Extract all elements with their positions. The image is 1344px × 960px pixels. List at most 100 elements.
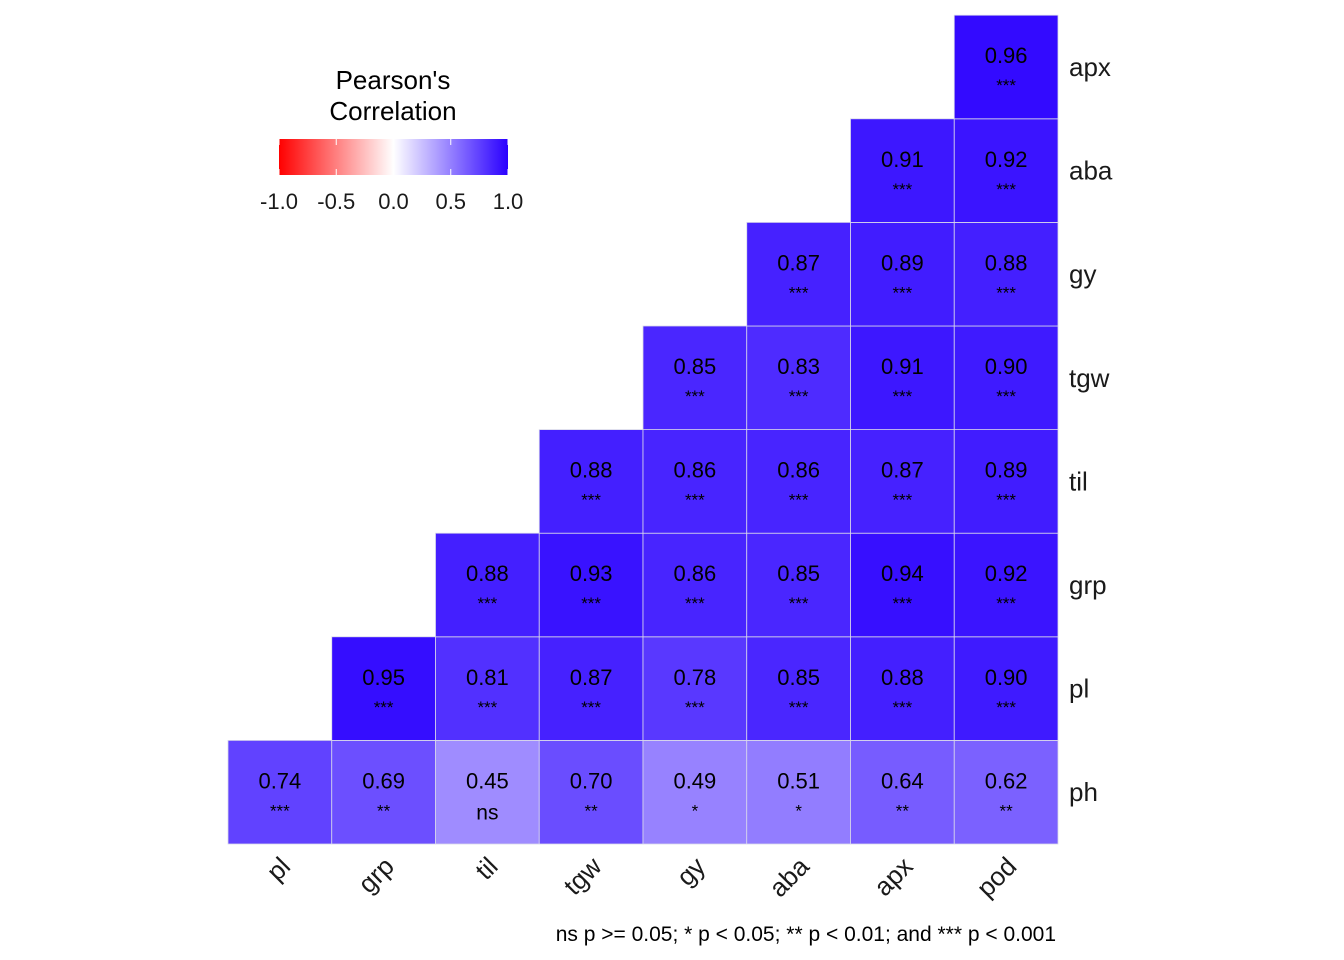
heatmap-cell (850, 636, 955, 741)
legend-title-line-1: Pearson's (336, 65, 451, 95)
y-axis-label: aba (1069, 156, 1113, 186)
x-axis-labels: pl grp til tgw gy aba apx pod (261, 851, 1023, 903)
cell-value-label: 0.78 (673, 665, 716, 690)
cell-significance-label: ** (1000, 801, 1014, 820)
cell-value-label: 0.88 (881, 665, 924, 690)
cell-significance-label: *** (996, 76, 1016, 95)
cell-significance-label: *** (789, 283, 809, 302)
heatmap-cell (953, 221, 1059, 327)
x-axis-label: tgw (558, 851, 608, 901)
y-axis-label: pl (1069, 674, 1089, 704)
cell-significance-label: *** (374, 698, 394, 717)
cell-value-label: 0.90 (985, 354, 1028, 379)
cell-value-label: 0.89 (985, 458, 1028, 483)
cell-value-label: 0.85 (777, 665, 820, 690)
heatmap-cell (642, 325, 748, 430)
x-axis-label: pod (970, 851, 1022, 903)
cell-value-label: 0.92 (985, 561, 1028, 586)
cell-significance-label: * (795, 801, 802, 820)
cell-significance-label: *** (996, 283, 1016, 302)
cell-value-label: 0.87 (570, 665, 613, 690)
cell-significance-label: ns (476, 801, 498, 824)
cell-significance-label: *** (892, 698, 912, 717)
cell-value-label: 0.88 (570, 458, 613, 483)
heatmap-cell (331, 740, 436, 845)
heatmap-cell (746, 636, 851, 741)
heatmap-cell (850, 118, 955, 223)
heatmap-cell (953, 532, 1059, 638)
cell-significance-label: *** (477, 594, 497, 613)
heatmap-cell (953, 740, 1059, 845)
y-axis-label: apx (1069, 52, 1111, 82)
heatmap-cell (746, 429, 851, 534)
cell-value-label: 0.90 (985, 665, 1028, 690)
heatmap-cell (642, 636, 748, 741)
cell-value-label: 0.92 (985, 147, 1028, 172)
cell-value-label: 0.86 (673, 458, 716, 483)
color-legend: Pearson's Correlation -1.0 -0.5 0.0 0.5 1.0 (260, 65, 523, 214)
heatmap-cell (953, 118, 1059, 223)
cell-significance-label: *** (789, 594, 809, 613)
cell-significance-label: ** (896, 801, 910, 820)
cell-significance-label: ** (585, 801, 599, 820)
heatmap-cells: 0.74 *** 0.69 ** 0.45 ns 0.70 ** 0.49 * 0.51 * 0.64 *… (227, 14, 1059, 845)
y-axis-label: ph (1069, 777, 1098, 807)
cell-value-label: 0.62 (985, 768, 1028, 793)
heatmap-cell (435, 532, 540, 638)
cell-value-label: 0.74 (258, 768, 301, 793)
cell-significance-label: ** (377, 801, 391, 820)
cell-value-label: 0.49 (673, 768, 716, 793)
legend-ticks: -1.0 -0.5 0.0 0.5 1.0 (260, 139, 523, 214)
cell-significance-label: *** (892, 180, 912, 199)
cell-value-label: 0.83 (777, 354, 820, 379)
heatmap-cell (746, 325, 851, 430)
y-axis-label: til (1069, 466, 1088, 496)
cell-value-label: 0.89 (881, 250, 924, 275)
heatmap-cell (538, 740, 644, 845)
cell-value-label: 0.85 (673, 354, 716, 379)
cell-significance-label: *** (685, 387, 705, 406)
cell-significance-label: *** (996, 491, 1016, 510)
heatmap-cell (331, 636, 436, 741)
cell-significance-label: *** (892, 594, 912, 613)
heatmap-cell (850, 532, 955, 638)
x-axis-label: til (469, 851, 503, 885)
cell-significance-label: *** (892, 387, 912, 406)
heatmap-cell (746, 221, 851, 327)
heatmap-cell (953, 636, 1059, 741)
cell-value-label: 0.81 (466, 665, 509, 690)
heatmap-cell (746, 740, 851, 845)
cell-significance-label: *** (685, 491, 705, 510)
cell-value-label: 0.86 (673, 561, 716, 586)
heatmap-cell (850, 221, 955, 327)
legend-tick-label: -0.5 (317, 189, 355, 214)
x-axis-label: aba (763, 851, 815, 903)
cell-significance-label: * (692, 801, 699, 820)
cell-value-label: 0.95 (362, 665, 405, 690)
cell-value-label: 0.88 (466, 561, 509, 586)
x-axis-label: pl (261, 851, 297, 887)
cell-significance-label: *** (685, 594, 705, 613)
cell-significance-label: *** (685, 698, 705, 717)
cell-significance-label: *** (996, 594, 1016, 613)
cell-value-label: 0.87 (881, 458, 924, 483)
cell-value-label: 0.93 (570, 561, 613, 586)
significance-caption: ns p >= 0.05; * p < 0.05; ** p < 0.01; a… (556, 923, 1056, 946)
heatmap-cell (538, 429, 644, 534)
cell-value-label: 0.69 (362, 768, 405, 793)
cell-significance-label: *** (270, 801, 290, 820)
cell-value-label: 0.91 (881, 354, 924, 379)
cell-value-label: 0.86 (777, 458, 820, 483)
cell-value-label: 0.91 (881, 147, 924, 172)
cell-value-label: 0.94 (881, 561, 924, 586)
cell-value-label: 0.88 (985, 250, 1028, 275)
heatmap-cell (227, 740, 333, 845)
cell-value-label: 0.45 (466, 768, 509, 793)
cell-value-label: 0.70 (570, 768, 613, 793)
cell-value-label: 0.64 (881, 768, 924, 793)
cell-significance-label: *** (581, 491, 601, 510)
cell-significance-label: *** (892, 283, 912, 302)
cell-value-label: 0.51 (777, 768, 820, 793)
x-axis-label: gy (670, 851, 711, 892)
